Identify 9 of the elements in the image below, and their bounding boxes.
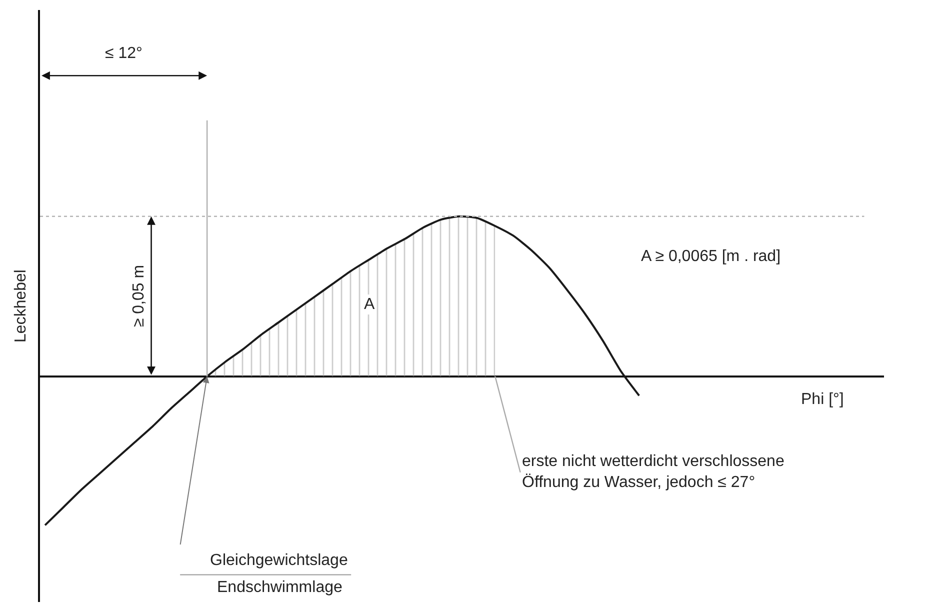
annotation: erste nicht wetterdicht verschlossene Öffnung zu Wasser, jedoch ≤ 27° bbox=[522, 453, 784, 491]
annotation: A ≥ 0,0065 [m . rad] bbox=[641, 248, 781, 265]
text: Gleichgewichtslage bbox=[210, 552, 348, 569]
text: Phi [°] bbox=[801, 391, 844, 408]
text: ≤ 12° bbox=[105, 45, 142, 62]
y-axis-title: Leckhebel bbox=[12, 270, 30, 342]
text: Endschwimmlage bbox=[217, 579, 342, 596]
annotation: A bbox=[364, 296, 375, 313]
annotation: ≥ 0,05 m bbox=[130, 264, 148, 328]
